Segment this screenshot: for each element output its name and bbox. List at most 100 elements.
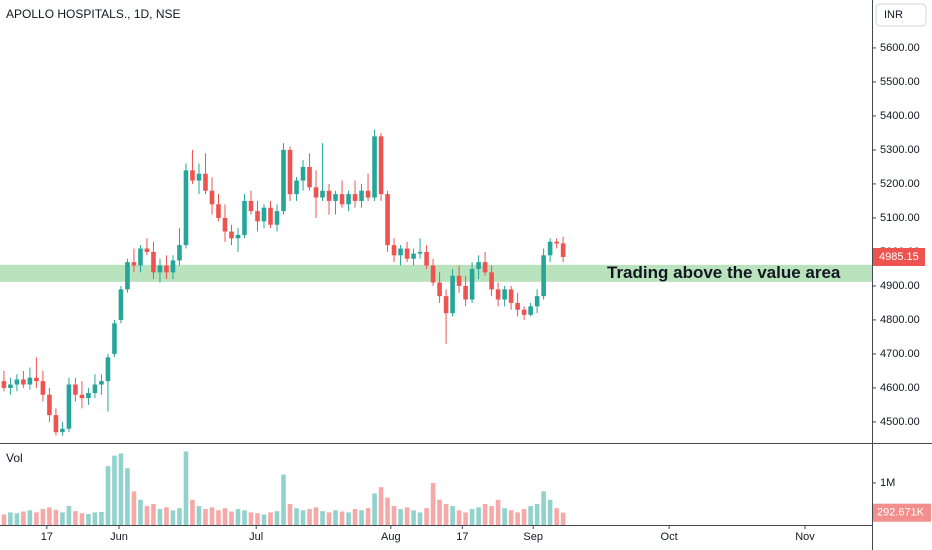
volume-bar bbox=[508, 510, 514, 525]
candle-body bbox=[333, 194, 338, 201]
y-tick-label: 5400.00 bbox=[880, 110, 920, 122]
volume-bar bbox=[398, 509, 403, 525]
candle-body bbox=[40, 381, 46, 395]
volume-bar bbox=[352, 509, 358, 525]
candle-body bbox=[34, 377, 39, 382]
volume-bar bbox=[534, 503, 540, 525]
volume-bar bbox=[47, 507, 52, 525]
candle-body bbox=[190, 170, 195, 181]
candle-body bbox=[183, 170, 189, 246]
volume-bar bbox=[411, 510, 416, 525]
candle-body bbox=[144, 248, 150, 252]
volume-bar bbox=[8, 512, 13, 525]
volume-bar bbox=[112, 455, 117, 525]
currency-label[interactable]: INR bbox=[884, 9, 903, 21]
candle-body bbox=[229, 231, 234, 239]
candle-body bbox=[482, 262, 488, 273]
candle-body bbox=[554, 241, 559, 244]
candle-body bbox=[177, 245, 182, 261]
candle-body bbox=[281, 149, 286, 212]
volume-bar bbox=[521, 509, 527, 525]
volume-bar bbox=[339, 511, 345, 525]
volume-bar bbox=[359, 510, 364, 525]
volume-bar bbox=[144, 506, 150, 525]
candle-body bbox=[476, 262, 481, 269]
volume-bar bbox=[92, 512, 98, 525]
currency-button[interactable] bbox=[875, 3, 927, 27]
candle-body bbox=[521, 309, 527, 315]
last-price-box bbox=[873, 247, 925, 266]
candle-body bbox=[508, 289, 514, 303]
volume-bar bbox=[326, 512, 332, 525]
candle-body bbox=[424, 251, 429, 266]
volume-bar bbox=[307, 509, 312, 525]
volume-bar bbox=[430, 482, 436, 525]
volume-bar bbox=[476, 507, 481, 525]
volume-bar bbox=[528, 506, 533, 525]
y-tick-label: 5500.00 bbox=[880, 76, 920, 88]
candle-body bbox=[411, 253, 416, 259]
candle-body bbox=[320, 190, 325, 198]
volume-bar bbox=[300, 510, 306, 525]
volume-bar bbox=[21, 511, 26, 525]
volume-bar bbox=[495, 499, 501, 525]
candle-body bbox=[151, 251, 156, 273]
candle-body bbox=[1, 381, 7, 388]
candle-body bbox=[547, 241, 553, 256]
volume-bar bbox=[105, 466, 111, 525]
volume-bar bbox=[261, 514, 267, 525]
volume-bar bbox=[118, 453, 124, 525]
candle-body bbox=[378, 136, 384, 195]
volume-bar bbox=[456, 510, 462, 525]
candle-body bbox=[242, 200, 247, 235]
volume-bar bbox=[294, 508, 299, 525]
volume-bar bbox=[320, 511, 325, 525]
x-tick-label: 17 bbox=[456, 531, 468, 543]
volume-bar bbox=[489, 506, 494, 525]
candle-body bbox=[73, 384, 78, 395]
volume-bar bbox=[131, 491, 137, 525]
volume-bar bbox=[242, 510, 247, 525]
candle-body bbox=[489, 272, 494, 290]
candle-body bbox=[463, 285, 468, 300]
candle-body bbox=[248, 200, 254, 212]
volume-bar bbox=[281, 474, 286, 525]
volume-bar bbox=[79, 513, 85, 525]
candle-body bbox=[118, 289, 124, 320]
candle-body bbox=[8, 384, 13, 388]
volume-tick-label: 1M bbox=[880, 477, 895, 489]
volume-bar bbox=[190, 499, 195, 525]
volume-bar bbox=[502, 508, 507, 525]
candle-body bbox=[157, 265, 163, 273]
candle-body bbox=[99, 381, 104, 385]
volume-bar bbox=[391, 506, 397, 525]
volume-bar bbox=[183, 451, 189, 525]
candle-body bbox=[469, 268, 475, 300]
volume-bar bbox=[469, 509, 475, 525]
candle-body bbox=[14, 379, 20, 385]
y-tick-label: 5600.00 bbox=[880, 42, 920, 54]
candle-body bbox=[398, 248, 403, 256]
candle-body bbox=[346, 194, 351, 205]
y-tick-label: 5200.00 bbox=[880, 178, 920, 190]
annotation: Trading above the value area bbox=[607, 263, 841, 282]
candle-body bbox=[365, 190, 371, 198]
volume-bar bbox=[138, 499, 143, 525]
candle-body bbox=[287, 149, 293, 195]
last-volume-box bbox=[873, 503, 931, 522]
volume-bar bbox=[86, 514, 91, 525]
candle-body bbox=[125, 262, 130, 290]
x-tick-label: Jun bbox=[110, 531, 128, 543]
volume-bar bbox=[222, 508, 228, 525]
volume-bar bbox=[333, 510, 338, 525]
volume-bar bbox=[274, 511, 280, 525]
volume-bar bbox=[541, 491, 546, 525]
volume-bar bbox=[385, 497, 390, 525]
volume-bar bbox=[53, 509, 59, 525]
volume-label: Vol bbox=[6, 451, 23, 465]
x-tick-label: Nov bbox=[795, 531, 815, 543]
candle-body bbox=[313, 187, 319, 198]
volume-bar bbox=[463, 512, 468, 525]
volume-bar bbox=[203, 509, 208, 525]
